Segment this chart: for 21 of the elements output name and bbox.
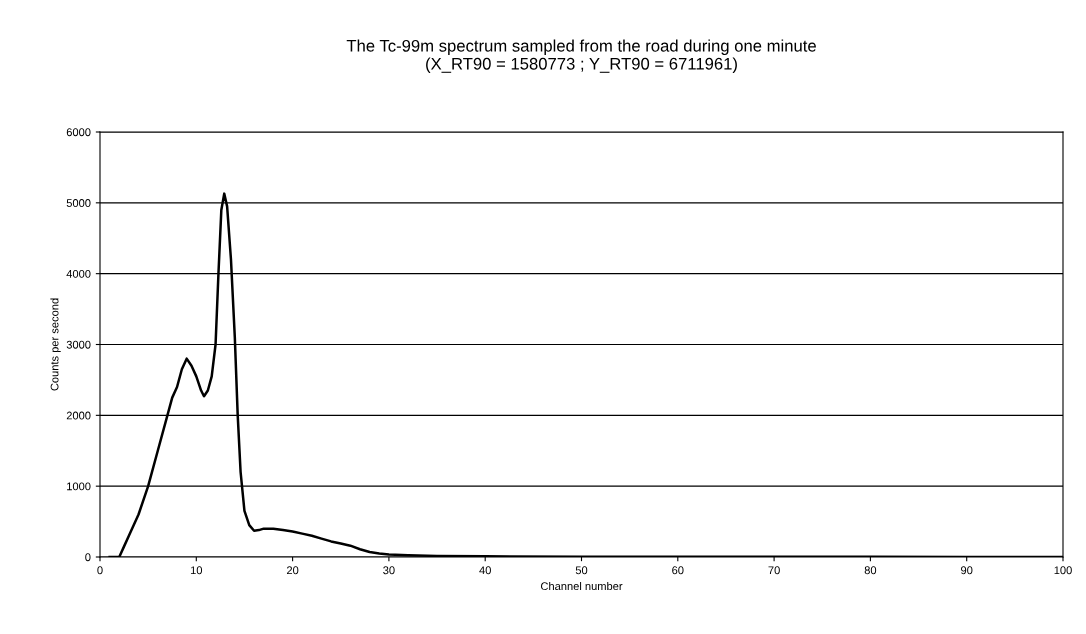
- y-tick-label: 0: [85, 553, 91, 562]
- y-tick-label: 2000: [66, 411, 91, 420]
- x-tick-label: 10: [190, 566, 203, 575]
- x-tick-label: 70: [768, 566, 780, 575]
- x-tick-label: 100: [1054, 566, 1072, 575]
- x-axis-title: Channel number: [540, 581, 623, 591]
- x-tick-label: 50: [575, 566, 588, 575]
- y-axis-title: Counts per second: [50, 298, 61, 391]
- y-tick-label: 3000: [66, 340, 91, 349]
- x-tick-label: 30: [383, 566, 395, 575]
- x-tick-label: 60: [672, 566, 684, 575]
- x-tick-label: 80: [864, 566, 877, 575]
- x-tick-label: 90: [961, 566, 973, 575]
- x-tick-label: 40: [479, 566, 491, 575]
- chart-title: The Tc-99m spectrum sampled from the road during one minute (X_RT90 = 1580773 ; Y_RT90 = 6711961): [346, 39, 816, 73]
- y-tick-label: 4000: [66, 269, 91, 278]
- y-tick-label: 6000: [66, 128, 91, 137]
- y-tick-label: 5000: [66, 199, 91, 207]
- y-tick-label: 1000: [67, 482, 91, 491]
- x-tick-label: 0: [97, 566, 103, 575]
- x-tick-label: 20: [286, 566, 299, 575]
